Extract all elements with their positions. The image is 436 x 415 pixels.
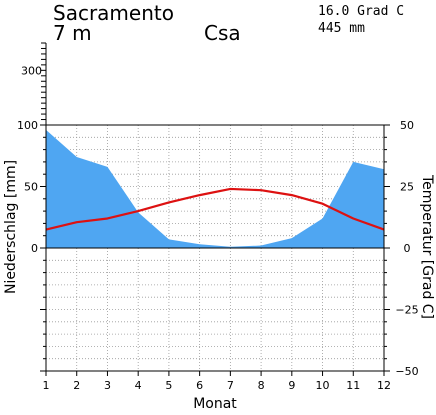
upper-tick-label: 300 (21, 64, 42, 77)
station-elevation: 7 m (53, 21, 92, 45)
x-tick-label: 9 (288, 379, 295, 392)
x-tick-label: 1 (43, 379, 50, 392)
precipitation-area-shape (46, 129, 384, 248)
axis-ticks (40, 124, 390, 376)
right-axis-title: Temperatur [Grad C] (419, 174, 435, 319)
right-tick-label: −25 (395, 304, 418, 317)
precipitation-area (46, 129, 384, 249)
x-tick-label: 11 (346, 379, 360, 392)
x-tick-label: 2 (73, 379, 80, 392)
right-tick-label: 0 (404, 242, 411, 255)
x-tick-label: 6 (196, 379, 203, 392)
x-tick-label: 12 (377, 379, 391, 392)
annual-precipitation: 445 mm (318, 21, 365, 36)
right-tick-label: 50 (400, 119, 414, 132)
temperature-line (45, 187, 385, 231)
left-tick-label: 100 (17, 119, 38, 132)
left-axis-title: Niederschlag [mm] (3, 160, 19, 294)
x-tick-label: 10 (316, 379, 330, 392)
x-tick-label: 8 (258, 379, 265, 392)
x-axis-title: Monat (193, 396, 237, 412)
x-tick-label: 5 (165, 379, 172, 392)
x-tick-label: 3 (104, 379, 111, 392)
temperature-series-line (45, 187, 385, 231)
mean-annual-temperature: 16.0 Grad C (318, 4, 405, 19)
right-tick-label: −50 (395, 365, 418, 378)
climate-classification: Csa (204, 21, 241, 45)
left-tick-label: 50 (24, 181, 38, 194)
x-tick-label: 7 (227, 379, 234, 392)
x-tick-label: 4 (135, 379, 142, 392)
left-tick-label: 0 (31, 242, 38, 255)
upper-precipitation-scale: 300 (21, 42, 47, 125)
right-tick-label: 25 (400, 181, 414, 194)
station-name: Sacramento (53, 1, 174, 25)
